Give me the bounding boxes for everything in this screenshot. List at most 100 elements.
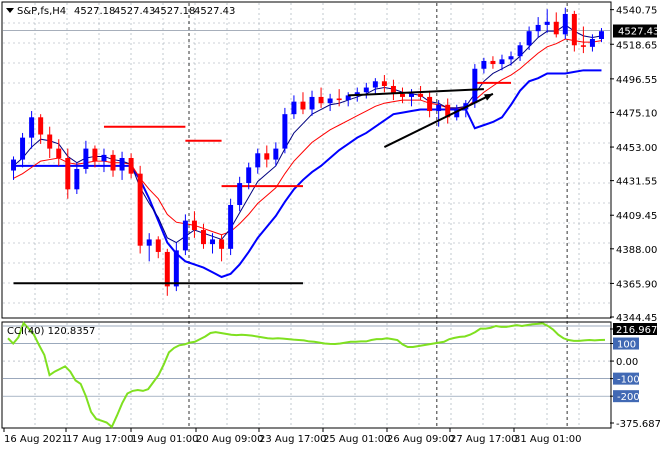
candle-body — [409, 93, 415, 97]
trend-arrow-head — [483, 93, 493, 101]
candle-body — [20, 137, 26, 160]
candle-body — [309, 96, 315, 110]
candle-body — [427, 96, 433, 112]
last-price-label: 4527.43 — [618, 27, 659, 38]
candle-body — [336, 98, 342, 101]
candle-body — [517, 45, 523, 57]
ohlc-high: 4527.43 — [114, 6, 155, 17]
candle-body — [490, 60, 496, 65]
cci-tick-label: -100 — [617, 375, 640, 386]
candle-body — [246, 167, 252, 184]
candle-body — [173, 250, 179, 287]
candle-body — [92, 148, 98, 162]
candle-body — [291, 101, 297, 115]
candle-body — [390, 85, 396, 94]
x-tick-label: 19 Aug 01:00 — [131, 434, 198, 445]
trend-arrow-shaft — [383, 92, 494, 148]
x-tick-label: 31 Aug 01:00 — [514, 434, 581, 445]
candle-body — [508, 56, 514, 60]
price-tick-label: 4409.45 — [616, 211, 657, 222]
candle-body — [544, 21, 550, 25]
candle-body — [38, 117, 44, 135]
candle-body — [128, 158, 134, 174]
candle-body — [472, 68, 478, 104]
ohlc-low: 4527.18 — [154, 6, 195, 17]
candle-body — [219, 239, 225, 249]
candle-body — [354, 92, 360, 96]
candle-body — [454, 109, 460, 118]
candle-body — [182, 220, 188, 251]
candle-body — [237, 183, 243, 205]
candle-body — [571, 13, 577, 46]
price-tick-label: 4388.00 — [616, 245, 657, 256]
candle-body — [110, 154, 116, 171]
candle-body — [562, 13, 568, 35]
ohlc-close: 4527.43 — [194, 6, 235, 17]
candle-body — [399, 93, 405, 97]
chart-title: S&P,fs,H4 — [17, 6, 66, 17]
price-tick-label: 4475.10 — [616, 108, 657, 119]
candle-body — [264, 153, 270, 160]
candle-body — [327, 98, 333, 104]
candle-body — [155, 239, 161, 252]
candle-body — [164, 251, 170, 287]
candle-body — [210, 239, 216, 245]
price-tick-label: 4540.75 — [616, 6, 657, 17]
x-tick-label: 17 Aug 17:00 — [66, 434, 133, 445]
price-tick-label: 4453.00 — [616, 143, 657, 154]
price-tick-label: 4365.90 — [616, 279, 657, 290]
candle-body — [445, 104, 451, 118]
ohlc-open: 4527.18 — [74, 6, 115, 17]
candle-body — [535, 24, 541, 32]
cci-series — [7, 321, 606, 429]
x-tick-label: 26 Aug 09:00 — [387, 434, 454, 445]
candle-body — [200, 230, 206, 245]
candle-body — [589, 39, 595, 47]
cci-grid — [3, 323, 610, 427]
last-price-tag: 4527.43 — [613, 24, 659, 38]
candle-body — [381, 81, 387, 86]
cci-level-tag — [613, 337, 639, 350]
cci-tick-label: 0.00 — [616, 357, 638, 368]
x-tick-label: 20 Aug 09:00 — [196, 434, 263, 445]
candle-body — [29, 117, 35, 138]
candle-body — [318, 96, 324, 104]
cci-tick-label: -375.6877 — [616, 419, 660, 430]
candle-body — [481, 60, 487, 69]
candle-body — [191, 220, 197, 231]
candle-body — [83, 148, 89, 169]
chart-menu-triangle-icon[interactable] — [6, 8, 14, 13]
candle-body — [56, 148, 62, 159]
x-tick-label: 16 Aug 2021 — [4, 434, 68, 445]
candle-body — [372, 81, 378, 88]
cci-tick-label: 100 — [617, 340, 636, 351]
candle-body — [146, 239, 152, 246]
cci-value-label: 216.9672 — [616, 325, 660, 336]
candle-body — [499, 59, 505, 65]
x-tick-label: 23 Aug 17:00 — [259, 434, 326, 445]
candle-body — [580, 45, 586, 47]
price-tick-label: 4496.55 — [616, 75, 657, 86]
candle-body — [137, 173, 143, 246]
price-tick-label: 4431.55 — [616, 177, 657, 188]
cci-level-tag — [613, 390, 639, 403]
cci-tick-label: -200 — [617, 392, 640, 403]
candle-body — [255, 153, 261, 168]
cci-title: CCI(40) 120.8357 — [7, 326, 95, 337]
cci-line — [7, 321, 606, 429]
cci-level-tag — [613, 372, 639, 385]
candle-body — [553, 21, 559, 35]
price-tick-label: 4518.65 — [616, 40, 657, 51]
candle-body — [101, 154, 107, 162]
candle-body — [74, 168, 80, 190]
candle-body — [11, 159, 17, 171]
candle-body — [119, 158, 125, 171]
candle-body — [47, 134, 53, 149]
candles — [11, 7, 604, 296]
candle-body — [273, 148, 279, 160]
candle-body — [363, 87, 369, 93]
candle-body — [418, 93, 424, 97]
